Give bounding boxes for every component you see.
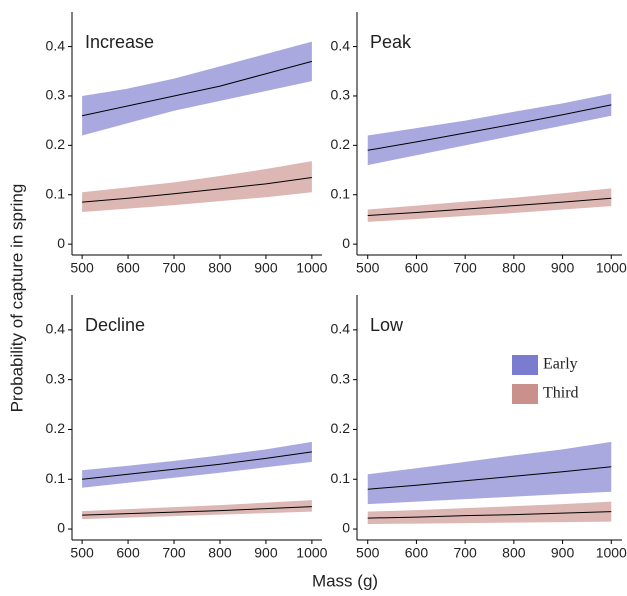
panel-title: Peak xyxy=(370,32,412,52)
series-line xyxy=(82,176,312,203)
x-tick-label: 600 xyxy=(405,260,429,276)
y-tick-label: 0.2 xyxy=(46,420,66,436)
x-axis-label: Mass (g) xyxy=(312,571,378,590)
y-tick-label: 0.2 xyxy=(331,420,351,436)
y-tick-label: 0 xyxy=(57,520,65,536)
confidence-band xyxy=(82,500,312,520)
y-tick-label: 0.1 xyxy=(46,470,66,486)
panel-title: Low xyxy=(370,315,404,335)
x-tick-label: 500 xyxy=(356,545,380,561)
series-line xyxy=(82,60,313,117)
y-tick-label: 0.4 xyxy=(46,321,66,337)
series-line xyxy=(82,451,312,480)
series-line xyxy=(367,511,612,519)
y-tick-label: 0.2 xyxy=(46,136,66,152)
legend-swatch xyxy=(512,355,538,375)
confidence-band xyxy=(82,441,312,488)
y-tick-label: 0.2 xyxy=(331,136,351,152)
x-tick-label: 900 xyxy=(551,545,575,561)
x-tick-label: 1000 xyxy=(596,545,627,561)
x-tick-label: 800 xyxy=(208,545,232,561)
y-tick-label: 0 xyxy=(342,235,350,251)
y-tick-label: 0.1 xyxy=(331,185,351,201)
x-tick-label: 1000 xyxy=(296,545,327,561)
x-tick-label: 900 xyxy=(254,260,278,276)
x-tick-label: 1000 xyxy=(596,260,627,276)
panel-title: Increase xyxy=(85,32,154,52)
y-tick-label: 0 xyxy=(342,520,350,536)
y-tick-label: 0.3 xyxy=(46,87,66,103)
series-line xyxy=(367,104,612,151)
x-tick-label: 500 xyxy=(70,545,94,561)
x-tick-label: 600 xyxy=(116,545,140,561)
series-line xyxy=(82,506,312,516)
confidence-band xyxy=(82,161,312,213)
panel-title: Decline xyxy=(85,315,145,335)
series-line xyxy=(367,197,612,216)
x-tick-label: 600 xyxy=(405,545,429,561)
y-tick-label: 0.3 xyxy=(46,370,66,386)
confidence-band xyxy=(367,501,612,525)
x-tick-label: 700 xyxy=(162,260,186,276)
y-tick-label: 0.1 xyxy=(46,185,66,201)
legend-label: Early xyxy=(543,356,578,373)
x-tick-label: 800 xyxy=(502,260,526,276)
y-tick-label: 0 xyxy=(57,235,65,251)
x-tick-label: 500 xyxy=(70,260,94,276)
x-tick-label: 900 xyxy=(551,260,575,276)
y-tick-label: 0.4 xyxy=(331,321,351,337)
y-tick-label: 0.3 xyxy=(331,370,351,386)
confidence-band xyxy=(367,93,612,166)
x-tick-label: 900 xyxy=(254,545,278,561)
x-tick-label: 700 xyxy=(453,260,477,276)
x-tick-label: 1000 xyxy=(296,260,327,276)
x-tick-label: 500 xyxy=(356,260,380,276)
x-tick-label: 800 xyxy=(502,545,526,561)
x-tick-label: 700 xyxy=(453,545,477,561)
legend-label: Third xyxy=(543,385,579,402)
legend-swatch xyxy=(512,384,538,404)
confidence-band xyxy=(367,188,612,222)
x-tick-label: 800 xyxy=(208,260,232,276)
x-tick-label: 700 xyxy=(162,545,186,561)
y-tick-label: 0.1 xyxy=(331,470,351,486)
confidence-band xyxy=(82,41,312,136)
y-tick-label: 0.3 xyxy=(331,87,351,103)
y-tick-label: 0.4 xyxy=(331,37,351,53)
series-line xyxy=(367,466,612,490)
confidence-band xyxy=(367,441,612,505)
y-axis-label: Probability of capture in spring xyxy=(7,184,26,413)
x-tick-label: 600 xyxy=(116,260,140,276)
y-tick-label: 0.4 xyxy=(46,37,66,53)
